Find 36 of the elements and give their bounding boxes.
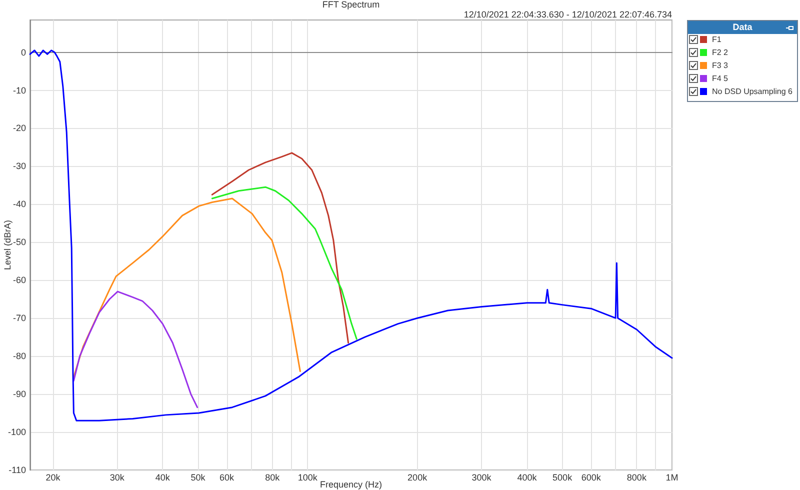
x-tick-label: 20k xyxy=(46,472,61,482)
y-tick-label: -50 xyxy=(12,237,26,248)
x-tick-label: 200k xyxy=(408,472,428,482)
y-tick-label: -60 xyxy=(12,275,26,286)
x-axis-title: Frequency (Hz) xyxy=(320,480,382,490)
x-tick-label: 600k xyxy=(581,472,602,482)
x-tick-label: 800k xyxy=(626,472,647,482)
x-tick-label: 100k xyxy=(298,472,318,482)
chart-subtitle: 12/10/2021 22:04:33.630 - 12/10/2021 22:07:46.734 xyxy=(464,10,672,20)
x-tick-label: 80k xyxy=(265,472,280,482)
x-tick-label: 60k xyxy=(220,472,235,482)
legend-label: F4 5 xyxy=(712,74,729,83)
chart-title: FFT Spectrum xyxy=(322,0,380,10)
y-tick-label: -30 xyxy=(12,161,26,172)
x-tick-label: 30k xyxy=(110,472,125,482)
x-tick-label: 1M xyxy=(666,472,678,482)
x-tick-label: 40k xyxy=(155,472,170,482)
y-tick-label: -80 xyxy=(12,351,26,362)
y-tick-label: -20 xyxy=(12,123,26,134)
y-tick-label: 0 xyxy=(20,47,26,58)
legend-label: No DSD Upsampling 6 xyxy=(712,87,794,96)
x-tick-label: 500k xyxy=(552,472,573,482)
x-tick-label: 50k xyxy=(190,472,206,482)
legend-title: Data xyxy=(732,22,752,32)
y-tick-label: -110 xyxy=(8,465,26,475)
legend-label: F1 xyxy=(712,35,722,44)
x-tick-label: 400k xyxy=(517,472,538,482)
y-tick-label: -70 xyxy=(12,313,26,324)
y-tick-label: -100 xyxy=(8,427,26,438)
legend-label: F3 3 xyxy=(712,61,729,70)
y-tick-label: -10 xyxy=(12,85,26,96)
y-axis-title: Level (dBrA) xyxy=(2,220,12,270)
x-tick-label: 300k xyxy=(472,472,492,482)
y-tick-label: -90 xyxy=(12,389,26,400)
legend-label: F2 2 xyxy=(712,48,729,57)
y-tick-label: -40 xyxy=(12,199,26,210)
